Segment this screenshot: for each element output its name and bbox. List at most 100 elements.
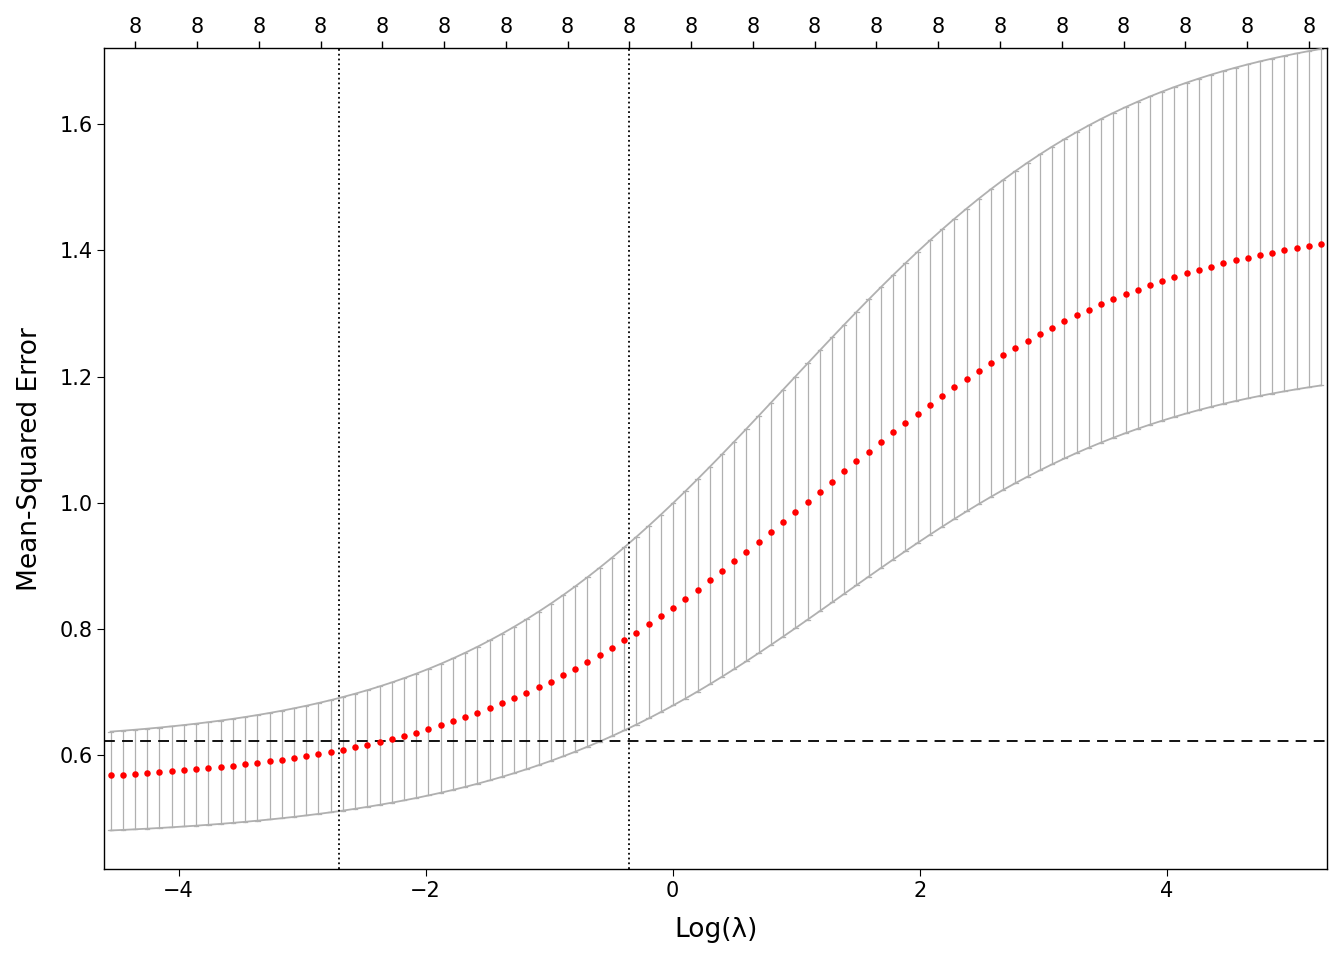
- Point: [589, 647, 610, 662]
- Point: [919, 396, 941, 412]
- Point: [222, 758, 243, 774]
- Point: [1030, 326, 1051, 342]
- Point: [956, 371, 977, 386]
- Point: [173, 763, 195, 779]
- Point: [747, 534, 769, 549]
- Point: [711, 564, 732, 579]
- Point: [516, 685, 538, 701]
- Point: [907, 406, 929, 421]
- Point: [491, 696, 512, 711]
- Point: [259, 754, 281, 769]
- Point: [1164, 270, 1185, 285]
- Point: [1310, 236, 1332, 252]
- Point: [883, 424, 905, 440]
- Point: [124, 766, 145, 781]
- Point: [1236, 250, 1258, 265]
- Point: [320, 744, 341, 759]
- Point: [368, 734, 390, 750]
- Point: [161, 764, 183, 780]
- Point: [540, 674, 562, 689]
- Point: [638, 616, 660, 632]
- Point: [382, 732, 403, 747]
- Point: [1200, 259, 1222, 275]
- Point: [992, 348, 1013, 363]
- Point: [675, 591, 696, 607]
- Point: [234, 756, 255, 772]
- Point: [1066, 308, 1087, 324]
- Point: [1128, 282, 1149, 298]
- Point: [785, 504, 806, 519]
- Point: [1054, 314, 1075, 329]
- Point: [1212, 255, 1234, 271]
- Point: [1140, 277, 1161, 293]
- Point: [601, 640, 622, 656]
- Point: [478, 701, 500, 716]
- Point: [625, 625, 646, 640]
- Point: [943, 379, 965, 395]
- Point: [564, 661, 586, 677]
- Point: [1298, 238, 1320, 253]
- Point: [454, 709, 476, 725]
- Point: [1224, 252, 1246, 268]
- Point: [577, 655, 598, 670]
- Point: [284, 751, 305, 766]
- Point: [99, 768, 121, 783]
- Point: [418, 721, 439, 736]
- Point: [663, 600, 684, 615]
- Point: [1102, 292, 1124, 307]
- Point: [723, 554, 745, 569]
- Point: [112, 767, 133, 782]
- Point: [332, 742, 353, 757]
- Point: [821, 474, 843, 490]
- Point: [430, 718, 452, 733]
- Point: [613, 633, 634, 648]
- Point: [650, 609, 672, 624]
- Point: [1017, 333, 1039, 348]
- Point: [210, 759, 231, 775]
- Point: [687, 582, 708, 597]
- Point: [356, 737, 378, 753]
- Point: [833, 464, 855, 479]
- Point: [797, 494, 818, 510]
- Point: [1250, 248, 1271, 263]
- Point: [1274, 243, 1296, 258]
- Point: [1005, 340, 1027, 355]
- Point: [845, 454, 867, 469]
- X-axis label: Log(λ): Log(λ): [675, 918, 758, 944]
- Point: [870, 434, 891, 449]
- Point: [968, 363, 989, 378]
- Point: [198, 760, 219, 776]
- Point: [137, 765, 159, 780]
- Point: [308, 746, 329, 761]
- Point: [1090, 297, 1111, 312]
- Point: [185, 761, 207, 777]
- Point: [1286, 240, 1308, 255]
- Point: [406, 725, 427, 740]
- Point: [271, 752, 293, 767]
- Point: [773, 515, 794, 530]
- Point: [442, 713, 464, 729]
- Point: [1152, 274, 1173, 289]
- Point: [504, 690, 526, 706]
- Point: [1176, 266, 1198, 281]
- Point: [344, 739, 366, 755]
- Point: [1188, 262, 1210, 277]
- Point: [394, 728, 415, 743]
- Point: [1114, 287, 1136, 302]
- Point: [1042, 320, 1063, 335]
- Point: [466, 706, 488, 721]
- Point: [895, 415, 917, 430]
- Point: [1262, 245, 1284, 260]
- Point: [735, 544, 757, 560]
- Point: [857, 444, 879, 459]
- Point: [528, 680, 550, 695]
- Point: [296, 749, 317, 764]
- Point: [699, 573, 720, 588]
- Point: [552, 667, 574, 683]
- Point: [149, 764, 171, 780]
- Point: [1078, 302, 1099, 318]
- Point: [980, 355, 1001, 371]
- Y-axis label: Mean-Squared Error: Mean-Squared Error: [16, 326, 43, 590]
- Point: [246, 756, 267, 771]
- Point: [809, 484, 831, 499]
